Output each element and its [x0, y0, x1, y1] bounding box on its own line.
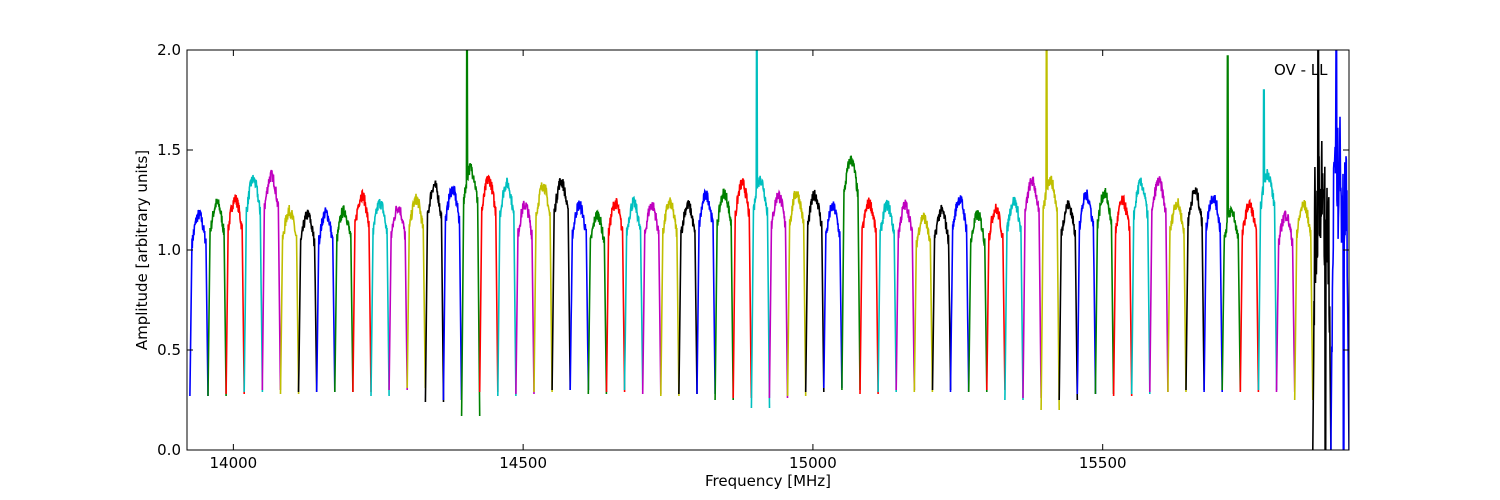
channel-line-35 [804, 189, 825, 393]
channel-line-15 [442, 185, 463, 401]
channel-line-55 [1167, 198, 1187, 393]
channel-line-2 [207, 198, 227, 397]
channel-line-39 [877, 199, 897, 393]
channel-line-40 [895, 199, 916, 391]
channel-line-8 [315, 207, 336, 393]
channel-line-64 [1330, 50, 1349, 450]
channel-line-54 [1149, 176, 1169, 393]
channel-line-56 [1185, 187, 1205, 391]
y-tick-label: 0.5 [157, 341, 181, 359]
y-axis-label: Amplitude [arbitrary units] [133, 150, 151, 350]
channel-line-16 [460, 50, 481, 417]
y-tick-label: 0.0 [157, 441, 181, 459]
channel-line-52 [1112, 194, 1133, 397]
channel-line-44 [967, 210, 988, 393]
channel-line-21 [551, 178, 571, 391]
channel-line-34 [786, 190, 807, 397]
channel-line-62 [1293, 199, 1314, 401]
channel-line-61 [1275, 210, 1296, 393]
channel-line-57 [1203, 195, 1223, 393]
channel-line-5 [261, 169, 282, 391]
channel-line-17 [478, 174, 499, 393]
channel-line-14 [424, 180, 445, 403]
channel-line-47 [1022, 176, 1042, 399]
channel-line-19 [515, 200, 535, 395]
channel-line-27 [660, 197, 680, 397]
series-layer [189, 50, 1349, 450]
channel-line-6 [279, 204, 300, 395]
x-tick-label: 15000 [789, 454, 837, 472]
channel-line-26 [641, 202, 662, 395]
x-tick-label: 15500 [1079, 454, 1127, 472]
ticks-layer: 14000 14500 15000 15500 0.0 0.5 1.0 1.5 2.0 [157, 41, 1349, 472]
channel-line-7 [297, 209, 318, 393]
channel-line-18 [497, 177, 517, 397]
channel-line-49 [1058, 200, 1079, 401]
channel-line-42 [931, 204, 952, 391]
channel-line-31 [732, 178, 753, 399]
channel-line-36 [823, 201, 843, 389]
channel-line-20 [533, 182, 553, 393]
channel-line-10 [352, 188, 372, 393]
x-tick-label: 14500 [499, 454, 547, 472]
channel-line-60 [1257, 89, 1278, 391]
channel-line-30 [714, 188, 734, 401]
channel-line-48 [1040, 50, 1060, 411]
channel-line-28 [678, 200, 698, 395]
annotation-label: OV - LL [1274, 61, 1328, 79]
channel-line-53 [1130, 177, 1151, 395]
channel-line-37 [841, 155, 861, 391]
channel-line-46 [1004, 196, 1024, 401]
channel-line-22 [569, 200, 590, 391]
channel-line-50 [1076, 189, 1097, 395]
channel-line-45 [986, 203, 1006, 391]
channel-line-58 [1221, 55, 1242, 391]
y-tick-label: 2.0 [157, 41, 181, 59]
x-tick-label: 14000 [210, 454, 258, 472]
channel-line-12 [388, 205, 408, 391]
channel-line-23 [587, 209, 608, 395]
x-axis-label: Frequency [MHz] [705, 472, 831, 490]
channel-line-11 [370, 198, 390, 397]
channel-line-59 [1239, 198, 1260, 393]
channel-line-51 [1094, 187, 1115, 395]
channel-line-4 [243, 174, 264, 393]
channel-line-63 [1312, 50, 1332, 450]
channel-line-33 [768, 189, 789, 399]
channel-line-9 [334, 205, 354, 393]
y-tick-label: 1.0 [157, 241, 181, 259]
channel-line-13 [406, 193, 427, 389]
channel-line-41 [913, 212, 934, 393]
y-tick-label: 1.5 [157, 141, 181, 159]
channel-line-32 [750, 50, 771, 409]
channel-line-43 [949, 195, 970, 393]
channel-line-3 [225, 194, 245, 395]
channel-line-29 [696, 188, 716, 395]
channel-line-24 [605, 197, 626, 393]
channel-line-25 [623, 195, 644, 391]
channel-line-1 [189, 209, 209, 397]
channel-line-38 [859, 197, 879, 395]
